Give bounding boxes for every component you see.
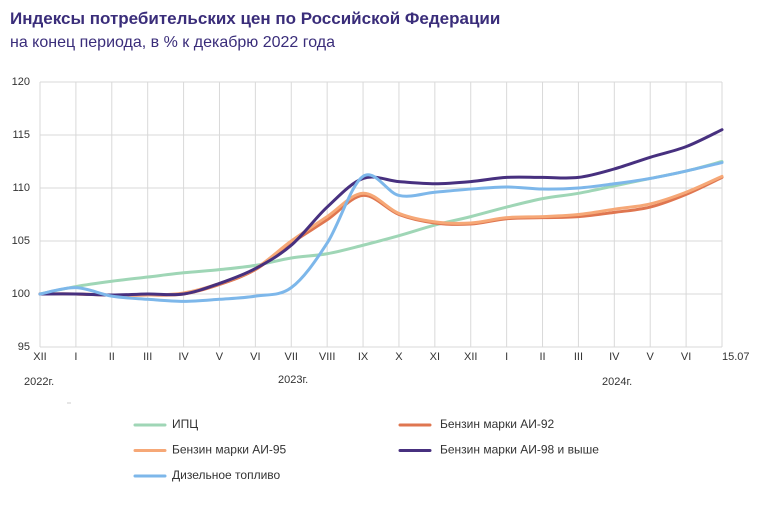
series-line [38,161,724,303]
year-label: 2023г. [278,374,308,386]
x-tick-label: 15.07 [722,351,750,363]
y-tick-label: 115 [12,129,30,141]
x-tick-label: VII [285,351,298,363]
x-tick-label: IV [178,351,189,363]
x-tick-label: V [216,351,224,363]
x-tick-label: I [74,351,77,363]
x-tick-label: II [109,351,115,363]
y-tick-label: 100 [12,288,30,300]
x-tick-label: XI [430,351,440,363]
legend-label: Бензин марки АИ-98 и выше [440,443,599,457]
y-tick-label: 110 [12,182,30,194]
legend-label: Бензин марки АИ-92 [440,417,555,431]
chart-subtitle: на конец периода, в % к декабрю 2022 год… [10,34,335,51]
legend-label: ИПЦ [172,417,198,431]
x-tick-label: IV [609,351,620,363]
series-line [38,160,724,296]
legend-label: Дизельное топливо [172,468,281,482]
x-tick-label: I [505,351,508,363]
x-tick-label: XII [33,351,46,363]
x-tick-label: V [647,351,655,363]
legend-label: Бензин марки АИ-95 [172,443,287,457]
series-line [38,128,724,297]
x-tick-label: VI [681,351,691,363]
x-tick-label: XII [464,351,477,363]
year-label: 2022г. [24,376,54,388]
y-tick-label: 105 [12,235,30,247]
year-label: 2024г. [602,376,632,388]
y-tick-label: 95 [18,341,30,353]
y-tick-label: 120 [12,76,30,88]
x-tick-label: VIII [319,351,336,363]
x-tick-label: X [395,351,403,363]
x-tick-label: III [143,351,152,363]
x-tick-label: VI [250,351,260,363]
x-tick-label: IX [358,351,369,363]
chart-title: Индексы потребительских цен по Российско… [10,9,500,28]
x-tick-label: II [539,351,545,363]
x-tick-label: III [574,351,583,363]
